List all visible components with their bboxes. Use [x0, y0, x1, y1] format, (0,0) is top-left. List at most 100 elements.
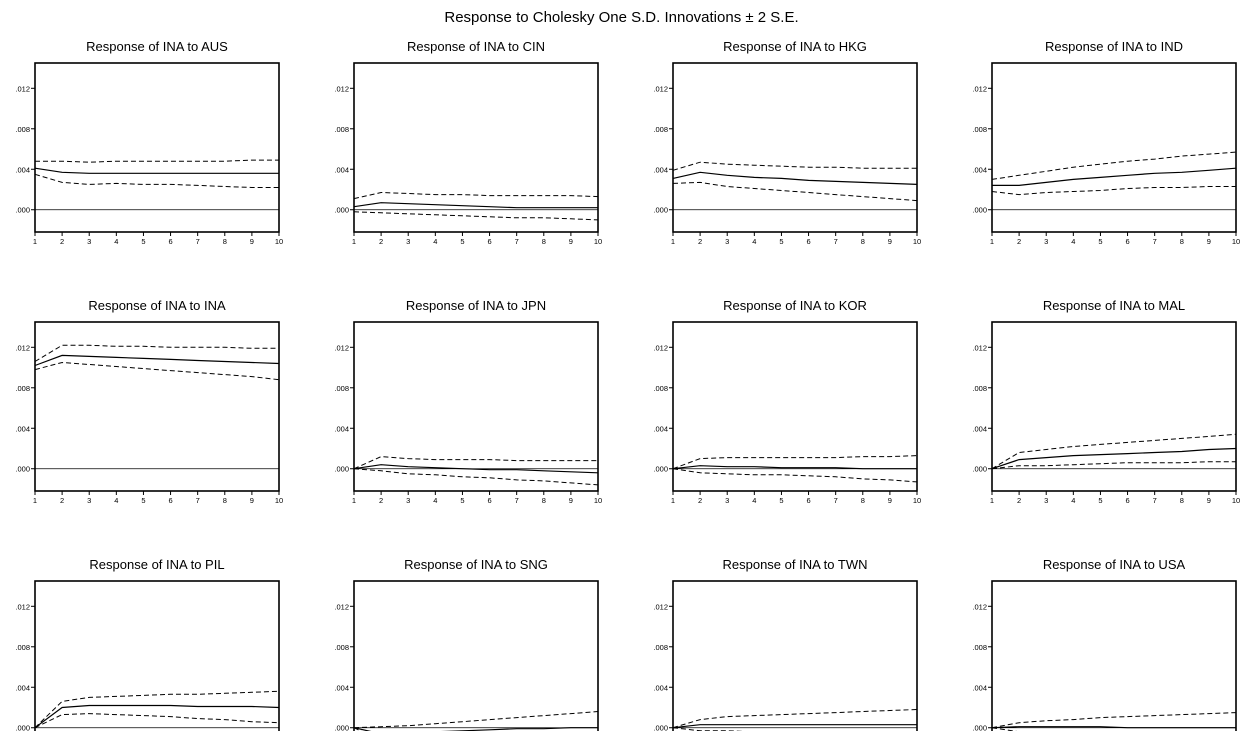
- x-tick-label: 1: [990, 496, 994, 505]
- lower-band-line: [34, 361, 280, 381]
- x-tick-label: 9: [1207, 496, 1211, 505]
- x-tick-label: 2: [1017, 237, 1021, 246]
- x-tick-label: 10: [1232, 496, 1240, 505]
- x-tick-label: 2: [379, 496, 383, 505]
- panel-frame: [672, 580, 918, 731]
- x-tick-label: 8: [861, 496, 865, 505]
- panel-title: Response of INA to INA: [88, 298, 226, 313]
- y-tick-label: .008: [15, 643, 30, 652]
- panel-title: Response of INA to JPN: [406, 298, 546, 313]
- irf-panel: Response of INA to USA.000.004.008.01212…: [972, 557, 1237, 731]
- x-tick-label: 7: [834, 496, 838, 505]
- lower-band-line: [991, 186, 1236, 196]
- x-tick-label: 5: [141, 237, 145, 246]
- y-tick-label: .000: [334, 724, 349, 731]
- x-tick-label: 5: [460, 496, 464, 505]
- y-tick-label: .000: [334, 206, 349, 215]
- upper-band-line: [672, 709, 918, 729]
- x-tick-label: 4: [433, 237, 437, 246]
- x-tick-label: 8: [223, 237, 227, 246]
- x-tick-label: 10: [275, 237, 283, 246]
- y-tick-label: .004: [653, 683, 668, 692]
- x-tick-label: 3: [725, 496, 729, 505]
- panel-title: Response of INA to CIN: [407, 39, 545, 54]
- x-tick-label: 4: [114, 237, 118, 246]
- panel-frame: [672, 62, 918, 233]
- lower-band-line: [991, 461, 1236, 470]
- x-tick-label: 3: [406, 237, 410, 246]
- x-tick-label: 4: [114, 496, 118, 505]
- y-tick-label: .012: [653, 84, 668, 93]
- x-tick-label: 7: [515, 237, 519, 246]
- panel-title: Response of INA to KOR: [723, 298, 867, 313]
- y-tick-label: .000: [972, 724, 987, 731]
- y-tick-label: .004: [15, 424, 30, 433]
- lower-band-line: [672, 181, 918, 202]
- y-tick-label: .012: [972, 343, 987, 352]
- upper-band-line: [991, 433, 1237, 470]
- x-tick-label: 3: [1044, 237, 1048, 246]
- x-tick-label: 5: [141, 496, 145, 505]
- x-tick-label: 7: [196, 237, 200, 246]
- response-line: [672, 465, 917, 470]
- irf-panel: Response of INA to CIN .000 .004 .008 .012 1 2…: [334, 39, 602, 246]
- panel-frame: [34, 62, 280, 233]
- irf-panel: Response of INA to JPN .000 .004 .008 .012 1 2…: [334, 298, 602, 505]
- y-tick-label: .012: [972, 84, 987, 93]
- x-tick-label: 9: [569, 237, 573, 246]
- x-tick-label: 6: [806, 237, 810, 246]
- y-tick-label: .012: [653, 602, 668, 611]
- y-tick-label: .012: [334, 84, 349, 93]
- x-tick-label: 10: [1232, 237, 1240, 246]
- x-tick-label: 3: [87, 237, 91, 246]
- x-tick-label: 5: [1098, 237, 1102, 246]
- x-tick-label: 3: [406, 496, 410, 505]
- upper-band-line: [991, 712, 1237, 729]
- x-tick-label: 9: [1207, 237, 1211, 246]
- x-tick-label: 6: [168, 237, 172, 246]
- irf-panel: Response of INA to KOR .000 .004 .008 .012 1 2…: [653, 298, 921, 505]
- x-tick-label: 8: [542, 496, 546, 505]
- x-tick-label: 3: [725, 237, 729, 246]
- response-line: [353, 464, 599, 474]
- panel-title: Response of INA to USA: [1043, 557, 1186, 572]
- y-tick-label: .004: [972, 165, 987, 174]
- response-line: [991, 726, 1236, 729]
- x-tick-label: 6: [1125, 237, 1129, 246]
- y-tick-label: .012: [653, 343, 668, 352]
- response-line: [992, 167, 1237, 186]
- lower-band-line: [34, 173, 279, 188]
- x-tick-label: 4: [433, 496, 437, 505]
- x-tick-label: 8: [223, 496, 227, 505]
- y-tick-label: .004: [15, 165, 30, 174]
- x-tick-label: 4: [752, 496, 756, 505]
- y-tick-label: .004: [334, 165, 349, 174]
- upper-band-line: [672, 161, 917, 171]
- x-tick-label: 1: [990, 237, 994, 246]
- irf-panel: Response of INA to MAL .000 .004 .008 .012 1 2…: [972, 298, 1240, 505]
- response-line: [34, 704, 280, 729]
- lower-band-line: [672, 468, 918, 483]
- x-tick-label: 3: [87, 496, 91, 505]
- x-tick-label: 7: [1153, 237, 1157, 246]
- y-tick-label: .004: [15, 683, 30, 692]
- x-tick-label: 1: [33, 496, 37, 505]
- upper-band-line: [353, 711, 599, 729]
- x-tick-label: 8: [542, 237, 546, 246]
- y-tick-label: .004: [653, 424, 668, 433]
- y-tick-label: .008: [972, 643, 987, 652]
- x-tick-label: 4: [752, 237, 756, 246]
- x-tick-label: 5: [779, 237, 783, 246]
- y-tick-label: .004: [972, 683, 987, 692]
- panel-title: Response of INA to HKG: [723, 39, 867, 54]
- panel-frame: [353, 580, 599, 731]
- x-tick-label: 6: [1125, 496, 1129, 505]
- irf-panel: Response of INA to PIL.000.004.008.01212…: [15, 557, 280, 731]
- y-tick-label: .004: [653, 165, 668, 174]
- y-tick-label: .004: [972, 424, 987, 433]
- x-tick-label: 8: [1180, 237, 1184, 246]
- lower-band-line: [353, 211, 599, 221]
- response-line: [353, 727, 598, 731]
- irf-panel: Response of INA to HKG .000 .004 .008 .012 1 2…: [653, 39, 921, 246]
- chart-title: Response to Cholesky One S.D. Innovation…: [444, 9, 799, 26]
